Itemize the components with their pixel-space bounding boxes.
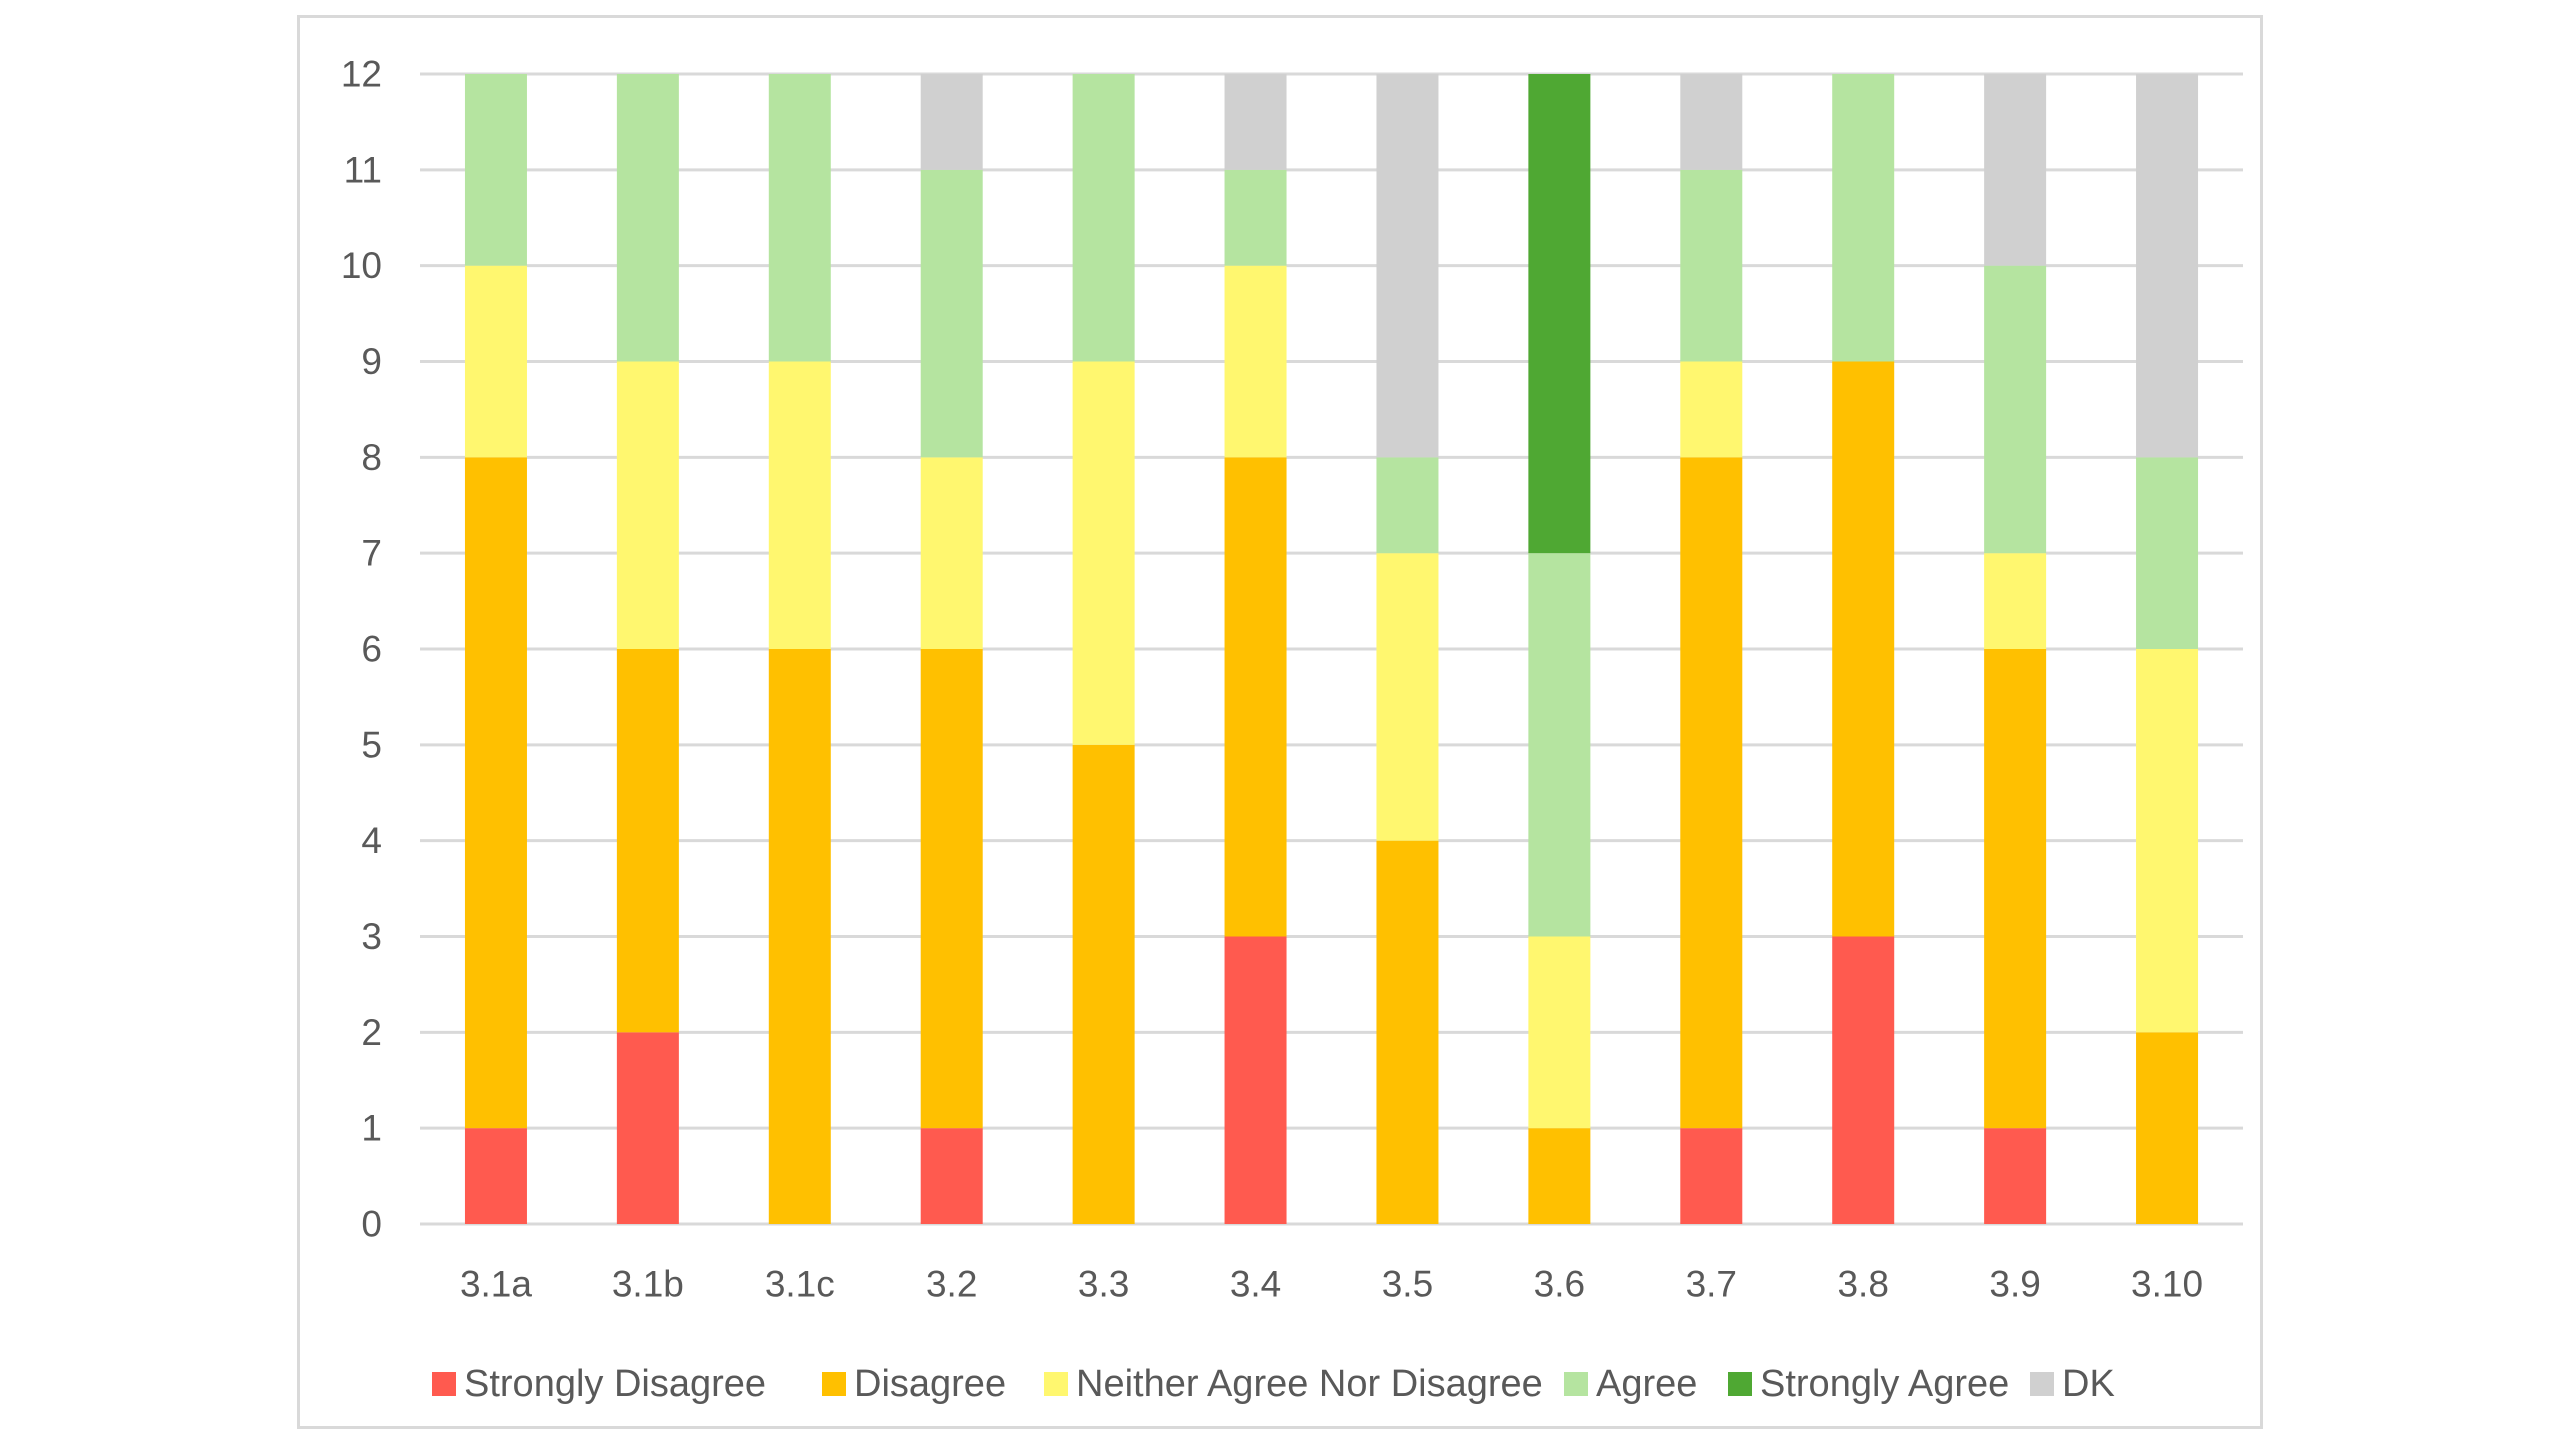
legend-label: Strongly Agree	[1760, 1363, 2009, 1405]
gridlines	[420, 72, 2243, 1226]
bar-segment	[1224, 936, 1287, 1224]
bar-segment	[1224, 169, 1287, 266]
x-tick-label: 3.4	[1230, 1264, 1281, 1305]
y-tick-label: 12	[341, 54, 382, 95]
bar-segment	[1680, 457, 1743, 1129]
bar-segment	[1984, 649, 2047, 1129]
y-tick-label: 3	[361, 916, 382, 957]
legend-item: Disagree	[822, 1363, 1006, 1405]
bar-segment	[1224, 265, 1287, 458]
bar-segment	[1984, 1128, 2047, 1224]
legend-swatch	[1728, 1372, 1752, 1396]
bar-segment	[1376, 74, 1439, 458]
x-tick-label: 3.9	[1989, 1264, 2040, 1305]
bar-segment	[464, 265, 527, 458]
bar-segment	[1528, 1128, 1591, 1224]
x-tick-label: 3.10	[2131, 1264, 2203, 1305]
legend-label: Disagree	[854, 1363, 1006, 1405]
bar-segment	[768, 361, 831, 649]
legend-label: DK	[2062, 1363, 2115, 1405]
legend-swatch	[2030, 1372, 2054, 1396]
bar-segment	[1832, 936, 1895, 1224]
bar-segment	[920, 74, 983, 170]
bar-segment	[1376, 840, 1439, 1224]
bar-segment	[464, 457, 527, 1129]
y-tick-label: 9	[361, 341, 382, 382]
bar-segment	[768, 649, 831, 1224]
bar-segment	[616, 1032, 679, 1224]
bars	[464, 74, 2199, 1224]
x-tick-label: 3.7	[1686, 1264, 1737, 1305]
x-tick-label: 3.2	[926, 1264, 977, 1305]
y-tick-label: 10	[341, 245, 382, 286]
bar-segment	[1680, 169, 1743, 362]
bar-segment	[616, 649, 679, 1033]
bar-segment	[464, 1128, 527, 1224]
legend-label: Neither Agree Nor Disagree	[1076, 1363, 1543, 1405]
y-tick-label: 1	[361, 1108, 382, 1149]
bar-segment	[768, 74, 831, 362]
legend-item: DK	[2030, 1363, 2115, 1405]
bar-segment	[1680, 74, 1743, 170]
legend-item: Neither Agree Nor Disagree	[1044, 1363, 1543, 1405]
legend-label: Strongly Disagree	[464, 1363, 766, 1405]
legend-item: Agree	[1564, 1363, 1697, 1405]
x-tick-label: 3.8	[1837, 1264, 1888, 1305]
bar-segment	[616, 74, 679, 362]
bar-segment	[1072, 361, 1135, 745]
bar-segment	[1680, 361, 1743, 458]
bar-segment	[1376, 553, 1439, 841]
bar-segment	[1680, 1128, 1743, 1224]
y-tick-label: 5	[361, 724, 382, 765]
y-tick-label: 2	[361, 1012, 382, 1053]
bar-segment	[920, 1128, 983, 1224]
bar-segment	[1224, 74, 1287, 170]
bar-segment	[1528, 936, 1591, 1129]
bar-segment	[1072, 744, 1135, 1224]
bar-segment	[1072, 74, 1135, 362]
legend-item: Strongly Agree	[1728, 1363, 2009, 1405]
x-tick-label: 3.1a	[460, 1264, 532, 1305]
legend-swatch	[1564, 1372, 1588, 1396]
legend: Strongly Disagree Disagree Neither Agree N…	[432, 1363, 2115, 1405]
bar-segment	[1528, 74, 1591, 554]
x-tick-label: 3.5	[1382, 1264, 1433, 1305]
y-tick-label: 8	[361, 437, 382, 478]
bar-segment	[616, 361, 679, 649]
bar-segment	[1528, 553, 1591, 937]
x-tick-label: 3.3	[1078, 1264, 1129, 1305]
bar-segment	[1832, 74, 1895, 362]
legend-item: Strongly Disagree	[432, 1363, 766, 1405]
bar-segment	[920, 457, 983, 649]
bar-segment	[2136, 1032, 2199, 1224]
x-tick-label: 3.1c	[765, 1264, 835, 1305]
bar-segment	[1376, 457, 1439, 554]
bar-segment	[2136, 74, 2199, 458]
legend-swatch	[432, 1372, 456, 1396]
bar-segment	[1984, 553, 2047, 649]
bar-segment	[1832, 361, 1895, 937]
legend-label: Agree	[1596, 1363, 1697, 1405]
legend-swatch	[1044, 1372, 1068, 1396]
legend-swatch	[822, 1372, 846, 1396]
y-tick-label: 4	[361, 820, 382, 861]
bar-segment	[920, 169, 983, 458]
y-tick-label: 6	[361, 629, 382, 670]
x-tick-label: 3.6	[1534, 1264, 1585, 1305]
bar-segment	[1984, 265, 2047, 554]
bar-segment	[1984, 74, 2047, 266]
y-tick-label: 11	[344, 149, 382, 190]
bar-segment	[1224, 457, 1287, 937]
bar-segment	[464, 74, 527, 266]
bar-segment	[2136, 457, 2199, 649]
y-tick-label: 0	[361, 1204, 382, 1245]
y-tick-label: 7	[361, 533, 382, 574]
x-tick-label: 3.1b	[612, 1264, 684, 1305]
x-axis-ticks: 3.1a 3.1b 3.1c 3.2 3.3 3.4 3.5 3.6 3.7 3.8 3.9 3.10	[460, 1264, 2203, 1305]
chart-frame: 0 1 2 3 4 5 6 7 8 9 10 11 12 3.1a 3.1b 3.1c 3.2 3.3 3.4 3.…	[297, 15, 2263, 1429]
bar-segment	[920, 649, 983, 1129]
bar-segment	[2136, 649, 2199, 1033]
